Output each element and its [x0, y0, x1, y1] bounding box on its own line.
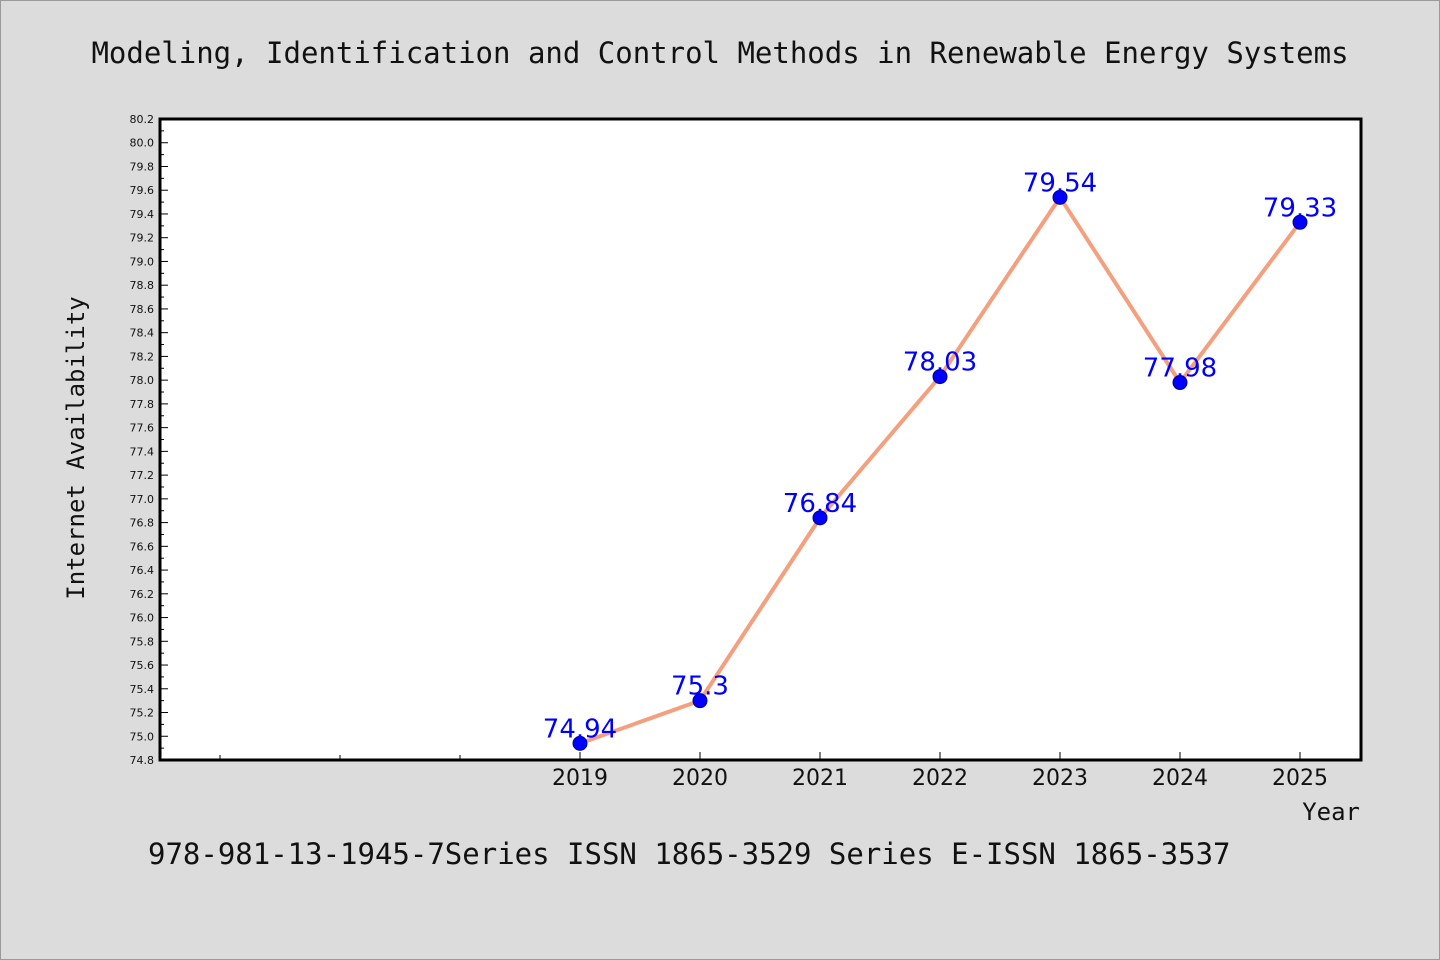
plot-frame: [158, 117, 1363, 762]
x-axis-label: Year: [1302, 798, 1360, 826]
chart-title: Modeling, Identification and Control Met…: [91, 36, 1348, 70]
y-tick-label: 78.0: [130, 374, 155, 387]
y-tick-label: 79.4: [130, 208, 155, 221]
data-point: [932, 369, 948, 385]
data-label: 76.84: [783, 489, 857, 519]
y-tick-label: 75.0: [130, 730, 155, 743]
data-label: 78.03: [903, 348, 977, 378]
y-tick-label: 77.6: [130, 422, 155, 435]
y-tick-label: 76.2: [130, 588, 155, 601]
y-tick-label: 76.6: [130, 540, 155, 553]
data-point: [1052, 189, 1068, 205]
y-tick-label: 76.4: [130, 564, 155, 577]
y-tick-label: 79.2: [130, 232, 155, 245]
x-tick-label: 2019: [552, 766, 608, 791]
data-label: 79.54: [1023, 168, 1097, 198]
x-tick-label: 2025: [1272, 766, 1328, 791]
x-tick-label: 2020: [672, 766, 728, 791]
y-tick-label: 75.6: [130, 659, 155, 672]
data-label: 77.98: [1143, 354, 1217, 384]
y-tick-label: 79.6: [130, 184, 155, 197]
y-tick-label: 80.2: [130, 113, 155, 126]
y-tick-label: 76.0: [130, 612, 155, 625]
y-tick-label: 76.8: [130, 517, 155, 530]
data-point: [1172, 375, 1188, 391]
plot-area: 74.8 75.0 75.2 75.4 75.6 75.8 76.0 76.2 76.4 76.6…: [130, 113, 1363, 791]
x-tick-label: 2022: [912, 766, 968, 791]
y-tick-label: 78.4: [130, 327, 155, 340]
y-tick-label: 77.2: [130, 469, 155, 482]
y-tick-label: 79.0: [130, 255, 155, 268]
y-tick-label: 75.2: [130, 707, 155, 720]
y-tick-label: 77.8: [130, 398, 155, 411]
x-tick-label: 2023: [1032, 766, 1088, 791]
data-point: [812, 510, 828, 526]
y-tick-label: 75.4: [130, 683, 155, 696]
data-label: 74.94: [543, 714, 617, 744]
y-tick-label: 79.8: [130, 160, 155, 173]
data-label: 75.3: [671, 672, 729, 702]
data-point: [572, 735, 588, 751]
y-tick-label: 78.2: [130, 350, 155, 363]
y-tick-label: 75.8: [130, 635, 155, 648]
y-tick-label: 80.0: [130, 137, 155, 150]
y-tick-label: 77.0: [130, 493, 155, 506]
y-axis-label: Internet Availability: [62, 296, 90, 599]
x-tick-label: 2021: [792, 766, 848, 791]
x-tick-label: 2024: [1152, 766, 1208, 791]
y-tick-label: 78.8: [130, 279, 155, 292]
y-tick-label: 74.8: [130, 754, 155, 767]
data-label: 79.33: [1263, 193, 1337, 223]
y-tick-label: 77.4: [130, 445, 155, 458]
data-point: [692, 693, 708, 709]
data-point: [1292, 214, 1308, 230]
y-tick-label: 78.6: [130, 303, 155, 316]
footer-text: 978-981-13-1945-7Series ISSN 1865-3529 S…: [148, 837, 1231, 871]
